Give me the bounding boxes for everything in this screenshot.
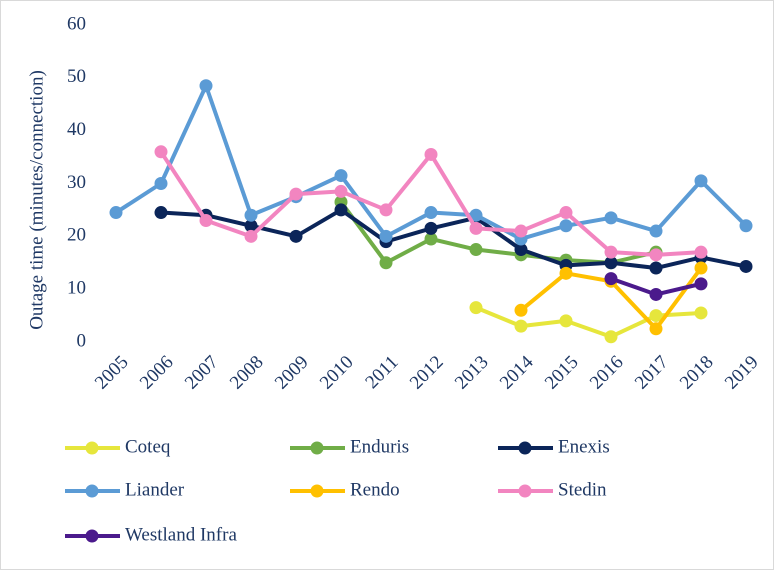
data-point <box>649 248 663 262</box>
data-point <box>649 224 663 238</box>
data-point <box>694 306 708 320</box>
data-point <box>469 243 483 257</box>
data-point <box>154 177 168 190</box>
data-point <box>694 261 708 275</box>
legend-label: Stedin <box>558 479 607 500</box>
legend-label: Enexis <box>558 436 610 457</box>
y-tick-label: 50 <box>67 66 86 87</box>
data-point <box>559 266 573 280</box>
data-point <box>379 203 393 217</box>
data-point <box>694 277 708 291</box>
legend-marker <box>85 529 99 543</box>
data-point <box>514 319 528 333</box>
legend-marker <box>310 441 324 455</box>
legend-marker <box>518 484 532 498</box>
data-point <box>334 184 348 198</box>
data-point <box>469 208 483 222</box>
data-point <box>649 309 663 323</box>
y-tick-label: 30 <box>67 172 86 193</box>
data-point <box>199 213 213 227</box>
data-point <box>334 169 348 183</box>
y-tick-label: 10 <box>67 278 86 299</box>
data-point <box>604 256 618 270</box>
legend-marker <box>85 484 99 498</box>
data-point <box>739 219 753 233</box>
series-line <box>475 305 702 339</box>
data-point <box>469 301 483 315</box>
legend-marker <box>85 441 99 455</box>
legend-label: Enduris <box>350 436 409 457</box>
data-point <box>649 322 663 336</box>
legend-marker <box>310 484 324 498</box>
data-point <box>424 221 438 235</box>
legend-label: Coteq <box>125 436 171 457</box>
data-point <box>244 208 258 222</box>
data-point <box>649 287 663 301</box>
data-point <box>559 219 573 233</box>
legend-label: Liander <box>125 479 185 500</box>
data-point <box>604 245 618 259</box>
data-point <box>199 79 213 93</box>
data-point <box>379 256 393 270</box>
data-point <box>739 259 753 273</box>
data-point <box>559 206 573 220</box>
data-point <box>424 232 438 246</box>
y-tick-label: 60 <box>67 13 86 34</box>
legend-label: Westland Infra <box>125 524 237 545</box>
legend-marker <box>518 441 532 455</box>
legend-label: Rendo <box>350 479 400 500</box>
data-point <box>604 330 618 344</box>
y-tick-label: 0 <box>77 330 87 351</box>
data-point <box>514 224 528 238</box>
data-point <box>424 206 438 220</box>
data-point <box>334 203 348 217</box>
data-point <box>604 272 618 286</box>
data-point <box>154 145 168 159</box>
data-point <box>244 219 258 233</box>
data-point <box>379 229 393 243</box>
y-axis-title: Outage time (minutes/connection) <box>26 70 47 330</box>
data-point <box>694 174 708 188</box>
data-point <box>289 187 303 201</box>
data-point <box>154 206 168 220</box>
data-point <box>244 229 258 243</box>
y-tick-label: 20 <box>67 225 86 246</box>
data-point <box>424 147 438 161</box>
data-point <box>289 229 303 243</box>
data-point <box>514 243 528 257</box>
data-point <box>604 211 618 225</box>
data-point <box>469 221 483 235</box>
y-tick-label: 40 <box>67 119 86 140</box>
data-point <box>514 303 528 317</box>
data-point <box>649 261 663 275</box>
data-point <box>694 245 708 259</box>
data-point <box>559 314 573 328</box>
data-point <box>109 206 123 220</box>
